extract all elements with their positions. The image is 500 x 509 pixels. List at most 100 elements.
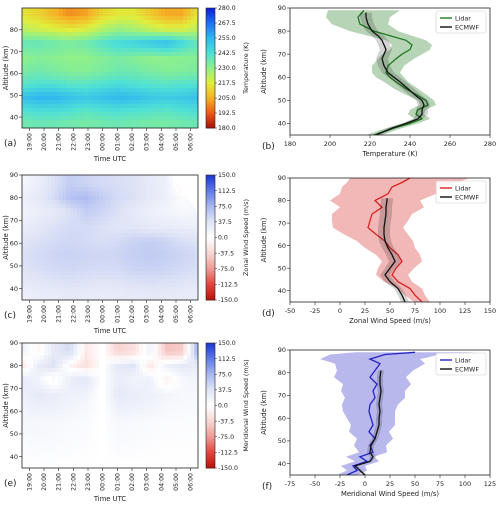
heatmap-cell (143, 16, 148, 21)
heatmap-cell (29, 191, 34, 197)
heatmap-cell (95, 92, 100, 97)
heatmap-cell (110, 8, 115, 13)
colorbar-swatch (206, 283, 215, 286)
heatmap-cell (91, 175, 96, 180)
heatmap-cell (95, 76, 100, 81)
heatmap-cell (66, 447, 71, 452)
heatmap-cell (110, 376, 115, 381)
heatmap-cell (165, 200, 170, 205)
y-tick-label: 80 (10, 194, 18, 202)
heatmap-cell (44, 455, 49, 461)
heatmap-cell (143, 92, 148, 97)
colorbar-tick-label: -37.5 (218, 250, 234, 257)
heatmap-cell (102, 216, 107, 222)
heatmap-cell (51, 64, 56, 69)
heatmap-cell (194, 418, 199, 423)
heatmap-cell (91, 355, 96, 361)
heatmap-cell (33, 372, 38, 377)
heatmap-cell (91, 447, 96, 452)
colorbar-swatch (206, 204, 215, 207)
heatmap-cell (157, 220, 162, 226)
heatmap-cell (25, 397, 30, 402)
heatmap-cell (33, 455, 38, 461)
heatmap-cell (66, 68, 71, 73)
heatmap-cell (77, 200, 82, 205)
heatmap-cell (187, 16, 192, 21)
heatmap-cell (95, 455, 100, 461)
heatmap-cell (124, 283, 129, 288)
heatmap-cell (161, 12, 166, 17)
heatmap-cell (58, 422, 63, 427)
heatmap-cell (194, 76, 199, 81)
x-tick-label: 23:00 (85, 305, 92, 323)
heatmap-cell (143, 455, 148, 461)
heatmap-cell (183, 359, 188, 365)
heatmap-cell (168, 229, 173, 234)
heatmap-cell (124, 363, 129, 369)
heatmap-cell (40, 100, 45, 105)
heatmap-cell (106, 241, 111, 247)
heatmap-cell (44, 393, 49, 398)
heatmap-cell (179, 443, 184, 448)
heatmap-cell (168, 397, 173, 402)
heatmap-cell (55, 12, 60, 17)
heatmap-cell (117, 60, 122, 65)
heatmap-cell (22, 254, 27, 259)
heatmap-cell (66, 229, 71, 234)
heatmap-cell (132, 393, 137, 398)
heatmap-cell (58, 24, 63, 29)
heatmap-cell (66, 225, 71, 230)
heatmap-cell (157, 384, 162, 390)
heatmap-cell (58, 347, 63, 352)
heatmap-cell (55, 124, 60, 129)
heatmap-cell (179, 88, 184, 93)
heatmap-cell (62, 254, 67, 259)
heatmap-cell (121, 88, 126, 93)
heatmap-cell (121, 84, 126, 89)
heatmap-cell (154, 397, 159, 402)
heatmap-cell (66, 405, 71, 411)
heatmap-cell (139, 262, 144, 268)
heatmap-cell (154, 363, 159, 369)
heatmap-cell (187, 405, 192, 411)
heatmap-cell (66, 208, 71, 213)
heatmap-cell (84, 347, 89, 352)
heatmap-cell (154, 40, 159, 45)
heatmap-cell (161, 120, 166, 125)
x-tick-label: 03:00 (144, 133, 151, 151)
heatmap-cell (110, 32, 115, 37)
heatmap-cell (51, 343, 56, 348)
heatmap-cell (161, 397, 166, 402)
heatmap-cell (143, 204, 148, 209)
heatmap-cell (99, 179, 104, 184)
heatmap-cell (110, 76, 115, 81)
heatmap-cell (179, 262, 184, 268)
colorbar-swatch (206, 426, 215, 429)
heatmap-cell (135, 100, 140, 105)
heatmap-cell (113, 388, 118, 394)
heatmap-cell (135, 422, 140, 427)
heatmap-cell (165, 179, 170, 184)
heatmap-cell (161, 376, 166, 381)
heatmap-cell (150, 388, 155, 394)
colorbar-swatch (206, 16, 215, 19)
heatmap-cell (161, 295, 166, 301)
heatmap-cell (161, 8, 166, 13)
heatmap-cell (161, 463, 166, 469)
heatmap-cell (179, 254, 184, 259)
heatmap-cell (91, 418, 96, 423)
heatmap-cell (154, 262, 159, 268)
heatmap-cell (128, 48, 133, 53)
heatmap-cell (33, 447, 38, 452)
heatmap-cell (139, 351, 144, 356)
heatmap-cell (80, 183, 85, 188)
heatmap-cell (47, 92, 52, 97)
heatmap-cell (36, 343, 41, 348)
heatmap-cell (187, 245, 192, 251)
heatmap-cell (84, 418, 89, 423)
colorbar-swatch (206, 66, 215, 69)
heatmap-cell (132, 368, 137, 373)
heatmap-cell (88, 175, 93, 180)
heatmap-cell (44, 124, 49, 129)
heatmap-cell (66, 195, 71, 201)
